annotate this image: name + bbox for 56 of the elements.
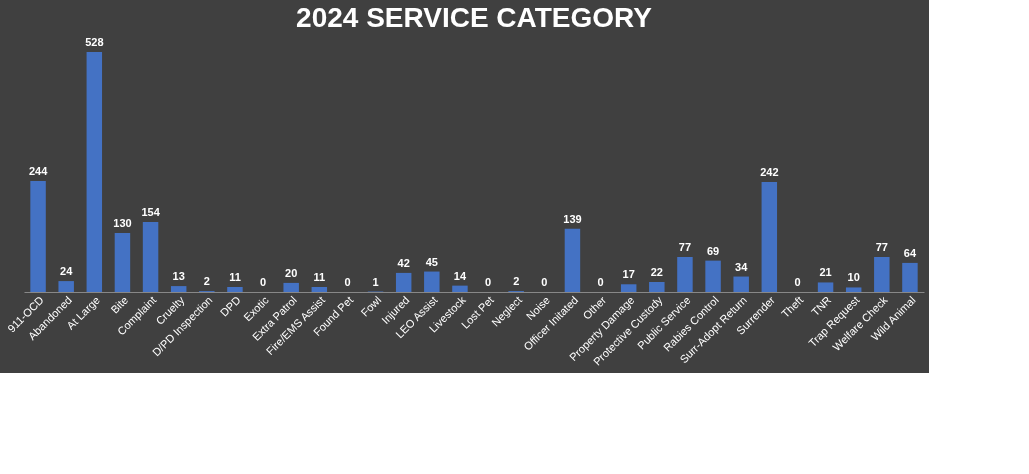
bar: [761, 182, 778, 292]
data-label: 139: [563, 212, 582, 225]
bar: [86, 52, 103, 292]
bar: [874, 257, 890, 292]
bar: [845, 287, 862, 292]
data-label: 45: [425, 255, 438, 268]
bar: [170, 286, 187, 292]
bar: [817, 282, 834, 292]
data-label: 244: [28, 165, 49, 178]
bar: [705, 260, 721, 292]
data-label: 154: [141, 206, 161, 218]
bar: [30, 181, 46, 292]
bar: [733, 276, 749, 292]
bar: [114, 232, 131, 292]
data-label: 11: [313, 271, 326, 283]
bar: [142, 222, 159, 292]
data-label: 0: [597, 276, 604, 288]
bar: [311, 287, 328, 292]
data-label: 242: [760, 166, 779, 178]
bar: [564, 228, 581, 292]
data-label: 2: [203, 275, 210, 288]
data-label: 0: [344, 276, 351, 288]
data-label: 24: [60, 265, 74, 278]
data-label: 0: [485, 276, 492, 288]
bar: [677, 257, 693, 292]
data-label: 77: [875, 241, 888, 253]
bar: [395, 272, 412, 292]
data-label: 2: [513, 275, 520, 288]
data-label: 13: [172, 270, 185, 283]
data-label: 69: [706, 244, 720, 257]
data-label: 42: [397, 256, 410, 269]
bar: [620, 284, 637, 292]
data-label: 17: [622, 268, 635, 281]
data-label: 0: [794, 276, 801, 288]
bar: [58, 281, 74, 292]
bar: [649, 282, 665, 292]
data-label: 21: [819, 266, 832, 279]
data-label: 22: [650, 266, 663, 278]
bar: [424, 271, 440, 292]
data-label: 0: [541, 276, 548, 288]
bar: [227, 287, 243, 292]
data-label: 11: [229, 271, 241, 283]
data-label: 130: [113, 216, 132, 229]
data-label: 77: [678, 241, 692, 253]
data-label: 10: [847, 271, 860, 284]
data-label: 1: [372, 275, 379, 288]
bar: [283, 282, 299, 292]
bar: [902, 262, 918, 292]
data-label: 0: [260, 276, 267, 288]
data-label: 64: [903, 246, 917, 259]
data-label: 528: [85, 36, 104, 48]
data-label: 34: [735, 260, 749, 273]
chart-title: 2024 SERVICE CATEGORY: [296, 2, 653, 33]
bar: [452, 285, 468, 292]
data-label: 14: [453, 269, 467, 282]
data-label: 20: [285, 266, 298, 279]
